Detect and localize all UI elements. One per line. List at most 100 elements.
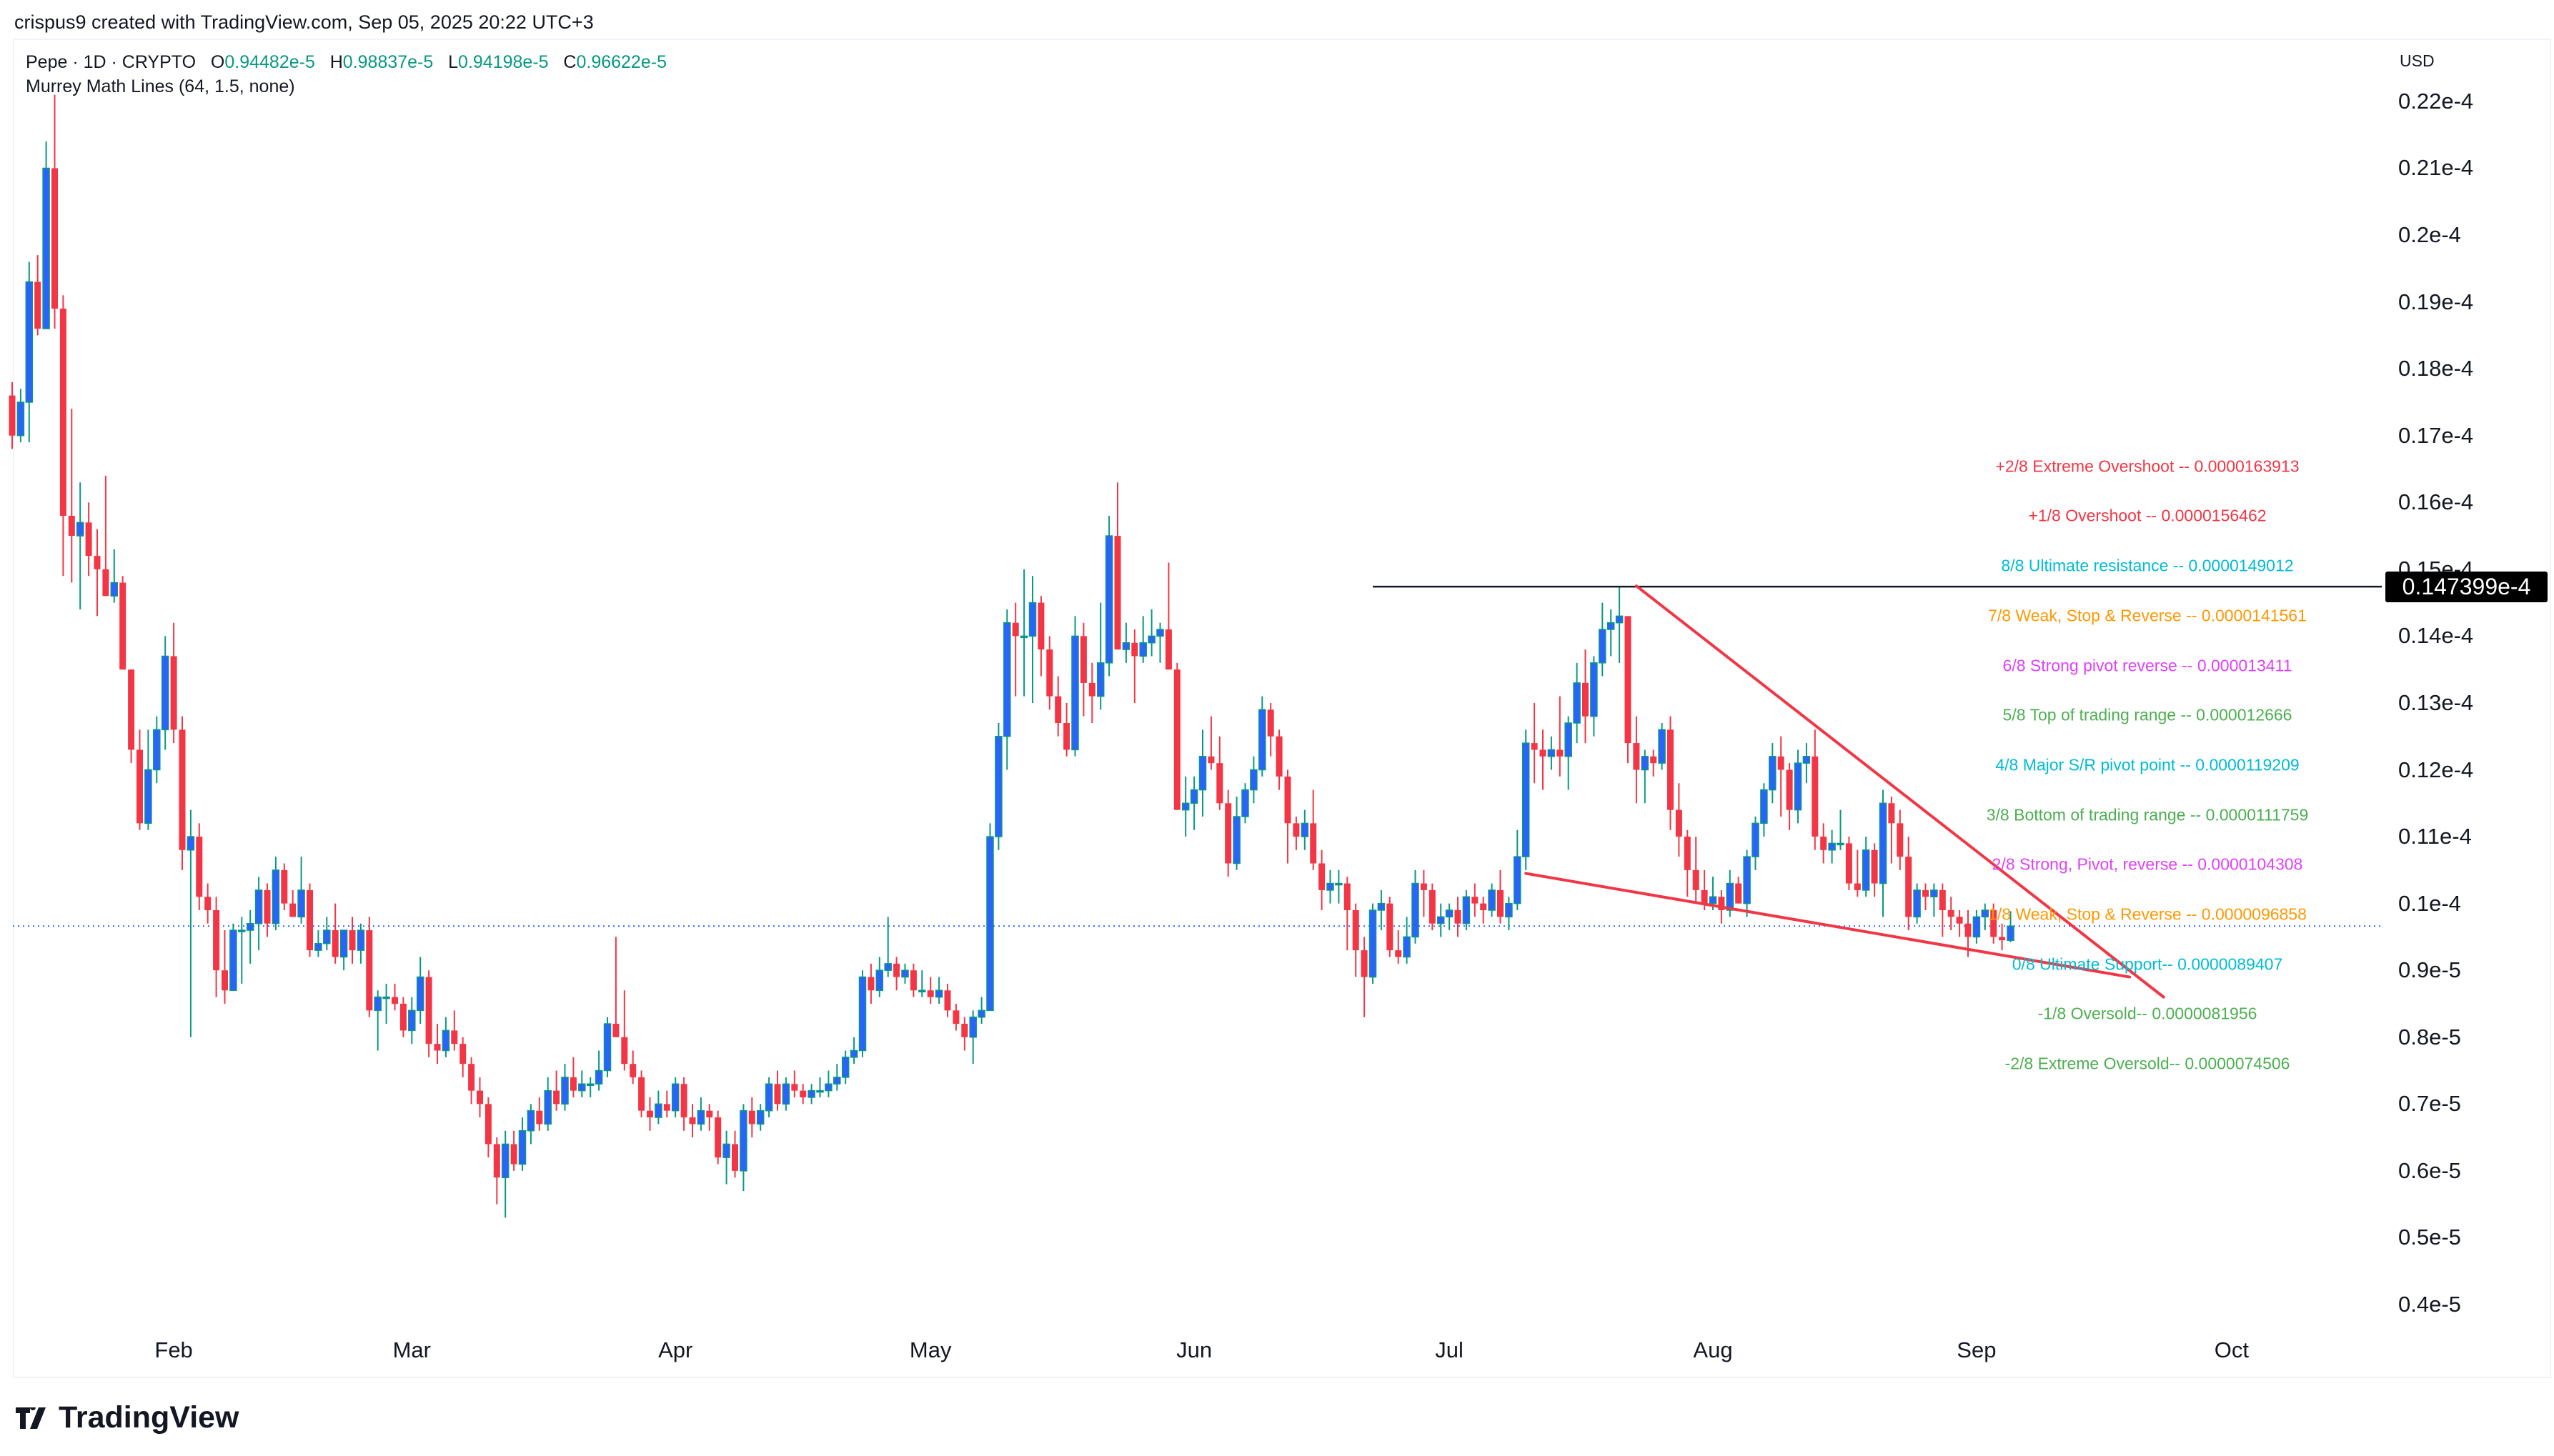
candle bbox=[204, 883, 212, 924]
candle-body bbox=[1139, 642, 1147, 657]
candle bbox=[1514, 829, 1521, 910]
candle-body bbox=[995, 735, 1003, 837]
candle bbox=[1658, 723, 1666, 770]
candle-body bbox=[1582, 682, 1589, 717]
candle bbox=[119, 576, 126, 670]
candle bbox=[630, 1050, 637, 1084]
candle bbox=[875, 957, 884, 997]
candle-body bbox=[408, 1009, 416, 1032]
candle-body bbox=[366, 930, 373, 1011]
open-value: 0.94482e-5 bbox=[224, 52, 315, 72]
candle-body bbox=[544, 1089, 552, 1125]
price-tick-label: 0.8e-5 bbox=[2398, 1024, 2461, 1049]
time-tick-label: Oct bbox=[2214, 1337, 2250, 1362]
candle-body bbox=[715, 1117, 722, 1158]
candle-body bbox=[42, 167, 50, 329]
candle-body bbox=[339, 929, 348, 958]
candle bbox=[59, 295, 66, 577]
candle-body bbox=[1028, 602, 1037, 637]
candle bbox=[918, 970, 926, 997]
candle bbox=[1198, 729, 1207, 817]
candle bbox=[612, 937, 620, 1037]
candle bbox=[1650, 749, 1657, 777]
candle bbox=[408, 997, 416, 1044]
candle bbox=[833, 1064, 841, 1091]
candle-body bbox=[621, 1037, 628, 1064]
candle bbox=[927, 977, 934, 1004]
candle-body bbox=[1445, 909, 1454, 918]
candle bbox=[536, 1097, 543, 1131]
candle bbox=[1020, 569, 1028, 697]
price-tick-label: 0.13e-4 bbox=[2398, 689, 2474, 715]
candle-body bbox=[399, 1003, 407, 1031]
candle bbox=[1368, 903, 1377, 984]
candle bbox=[196, 823, 203, 910]
candle bbox=[374, 990, 382, 1051]
candle-body bbox=[961, 1024, 968, 1037]
candle bbox=[1871, 843, 1878, 897]
candle-body bbox=[1368, 909, 1377, 978]
candle-body bbox=[800, 1090, 807, 1097]
candle-body bbox=[1812, 756, 1819, 837]
currency-label[interactable]: USD bbox=[2400, 51, 2435, 70]
candle-body bbox=[1377, 902, 1386, 911]
candle bbox=[144, 729, 152, 830]
candle-body bbox=[586, 1083, 595, 1087]
candle bbox=[399, 997, 407, 1037]
candle-body bbox=[110, 582, 119, 597]
candle bbox=[254, 877, 263, 951]
candle bbox=[85, 502, 92, 577]
chart-pane[interactable] bbox=[13, 39, 2551, 1378]
tradingview-logo[interactable]: TradingView bbox=[16, 1400, 239, 1435]
candle bbox=[1922, 883, 1929, 910]
candle bbox=[1820, 823, 1827, 864]
candle-body bbox=[697, 1110, 705, 1125]
candle bbox=[416, 957, 424, 1024]
candle bbox=[501, 1130, 510, 1218]
candle bbox=[1284, 769, 1291, 864]
candle-body bbox=[578, 1083, 586, 1092]
candle bbox=[468, 1057, 475, 1105]
candle bbox=[858, 970, 867, 1057]
horizontal-line-price-label: 0.147399e-4 bbox=[2385, 572, 2548, 602]
candle-body bbox=[655, 1103, 662, 1118]
candle bbox=[297, 857, 305, 924]
candle-body bbox=[1675, 809, 1682, 837]
candle bbox=[1879, 789, 1887, 917]
candle-body bbox=[425, 977, 432, 1044]
candle bbox=[1990, 903, 1997, 944]
candle-body bbox=[740, 1110, 747, 1172]
candle-body bbox=[884, 963, 892, 971]
candle-body bbox=[765, 1083, 773, 1112]
candle bbox=[808, 1084, 815, 1105]
candle-body bbox=[561, 1077, 569, 1105]
murrey-level-label: 7/8 Weak, Stop & Reverse -- 0.0000141561 bbox=[1988, 606, 2307, 625]
candle bbox=[1590, 656, 1598, 737]
candle bbox=[1624, 616, 1631, 764]
candle-body bbox=[1454, 909, 1461, 924]
candle bbox=[621, 990, 628, 1071]
candle bbox=[1505, 897, 1513, 931]
candle-body bbox=[1615, 615, 1624, 624]
indicator-label[interactable]: Murrey Math Lines (64, 1.5, none) bbox=[26, 76, 295, 96]
candle bbox=[1854, 849, 1861, 897]
candle-body bbox=[119, 582, 126, 670]
close-label: C bbox=[563, 52, 577, 72]
candle bbox=[1573, 662, 1581, 744]
candle-body bbox=[1403, 936, 1411, 958]
candle-body bbox=[1020, 635, 1028, 639]
symbol-info[interactable]: Pepe · 1D · CRYPTO bbox=[26, 52, 197, 72]
candle-body bbox=[1684, 837, 1691, 870]
candle-body bbox=[1930, 889, 1938, 898]
candle-body bbox=[477, 1090, 483, 1105]
candle bbox=[816, 1077, 824, 1097]
candle bbox=[1343, 877, 1351, 951]
candle-body bbox=[1709, 896, 1717, 904]
candle bbox=[1436, 903, 1445, 937]
candle bbox=[1428, 883, 1436, 931]
candle-body bbox=[1939, 889, 1946, 910]
murrey-level-label: 1/8 Weak, Stop & Reverse -- 0.0000096858 bbox=[1988, 904, 2307, 924]
candle-body bbox=[1802, 756, 1811, 764]
candle bbox=[332, 903, 339, 964]
